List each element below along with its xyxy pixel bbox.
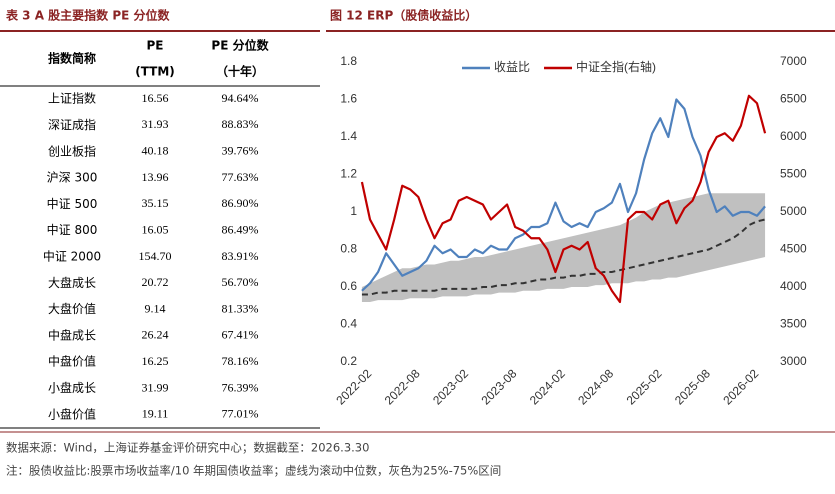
iqr-band [361,193,766,302]
table-cell: 88.83% [222,117,259,131]
y2-tick-label: 4500 [780,242,807,256]
table-header: （十年） [216,64,264,79]
y2-tick-label: 5500 [780,167,807,181]
table-cell: 沪深 300 [47,171,98,185]
table-cell: 创业板指 [48,143,96,158]
source-note: 数据来源：Wind，上海证券基金评价研究中心；数据截至：2026.3.30 [6,441,369,455]
series-line [360,94,767,304]
table-cell: 小盘价值 [48,406,96,421]
table-cell: 81.33% [222,301,259,315]
note: 注：股债收益比:股票市场收益率/10 年期国债收益率；虚线为滚动中位数，灰色为2… [6,464,501,478]
chart-title: 图 12 ERP（股债收益比） [330,8,477,23]
table-cell: 大盘成长 [48,275,96,290]
table-cell: 中证 800 [47,222,98,237]
series-line [361,98,766,292]
y2-tick-label: 6000 [780,129,807,143]
table-cell: 中证 500 [47,196,98,211]
table-header: (TTM) [135,65,175,79]
table-cell: 83.91% [222,249,259,263]
table-cell: 16.05 [142,222,169,236]
table-cell: 26.24 [142,328,169,342]
x-tick-label: 2026-02 [720,366,761,407]
table-cell: 上证指数 [48,91,96,106]
table-cell: 16.56 [142,91,169,105]
table-title: 表 3 A 股主要指数 PE 分位数 [5,8,171,23]
table-cell: 154.70 [139,249,172,263]
table-cell: 13.96 [142,170,169,184]
y2-tick-label: 4000 [780,279,807,293]
x-tick-label: 2023-02 [430,366,471,407]
x-tick-label: 2024-08 [575,366,616,407]
table-cell: 35.15 [142,196,169,210]
table-cell: 67.41% [222,328,259,342]
y-tick-label: 1.4 [340,129,357,143]
table-cell: 大盘价值 [48,301,96,316]
table-cell: 20.72 [142,275,169,289]
table-cell: 77.01% [222,407,259,421]
x-tick-label: 2024-02 [527,366,568,407]
table-header: 指数简称 [48,51,96,66]
legend-label: 收益比 [494,60,530,74]
table-cell: 中证 2000 [43,249,101,264]
table-cell: 40.18 [142,144,169,158]
y2-tick-label: 6500 [780,92,807,106]
table-cell: 76.39% [222,380,259,394]
table-cell: 16.25 [142,354,169,368]
table-header: PE 分位数 [211,38,269,53]
x-tick-label: 2022-02 [333,366,374,407]
y-tick-label: 1.8 [340,54,357,68]
table-cell: 39.76% [222,144,259,158]
table-cell: 19.11 [142,407,169,421]
y-tick-label: 1.2 [340,167,357,181]
y2-tick-label: 5000 [780,204,807,218]
legend-label: 中证全指(右轴) [576,59,656,74]
table-header: PE [147,39,164,53]
table-cell: 深证成指 [48,117,96,132]
x-tick-label: 2023-08 [478,366,519,407]
y-tick-label: 0.2 [340,354,357,368]
table-cell: 31.93 [142,117,169,131]
table-cell: 94.64% [222,91,259,105]
y-tick-label: 0.8 [340,242,357,256]
table-cell: 86.90% [222,196,259,210]
median-line [361,218,766,296]
x-tick-label: 2025-02 [624,366,665,407]
table-cell: 31.99 [142,380,169,394]
table-cell: 78.16% [222,354,259,368]
y2-tick-label: 3000 [780,354,807,368]
y2-tick-label: 3500 [780,317,807,331]
y-tick-label: 1.6 [340,92,357,106]
y-tick-label: 0.4 [340,317,357,331]
table-cell: 86.49% [222,222,259,236]
y2-tick-label: 7000 [780,54,807,68]
table-cell: 56.70% [222,275,259,289]
y-tick-label: 1 [350,204,357,218]
x-tick-label: 2022-08 [382,366,423,407]
table-cell: 9.14 [145,301,166,315]
y-tick-label: 0.6 [340,279,357,293]
table-cell: 77.63% [222,170,259,184]
table-cell: 小盘成长 [48,380,96,395]
table-cell: 中盘价值 [48,354,96,369]
table-cell: 中盘成长 [48,327,96,342]
x-tick-label: 2025-08 [672,366,713,407]
